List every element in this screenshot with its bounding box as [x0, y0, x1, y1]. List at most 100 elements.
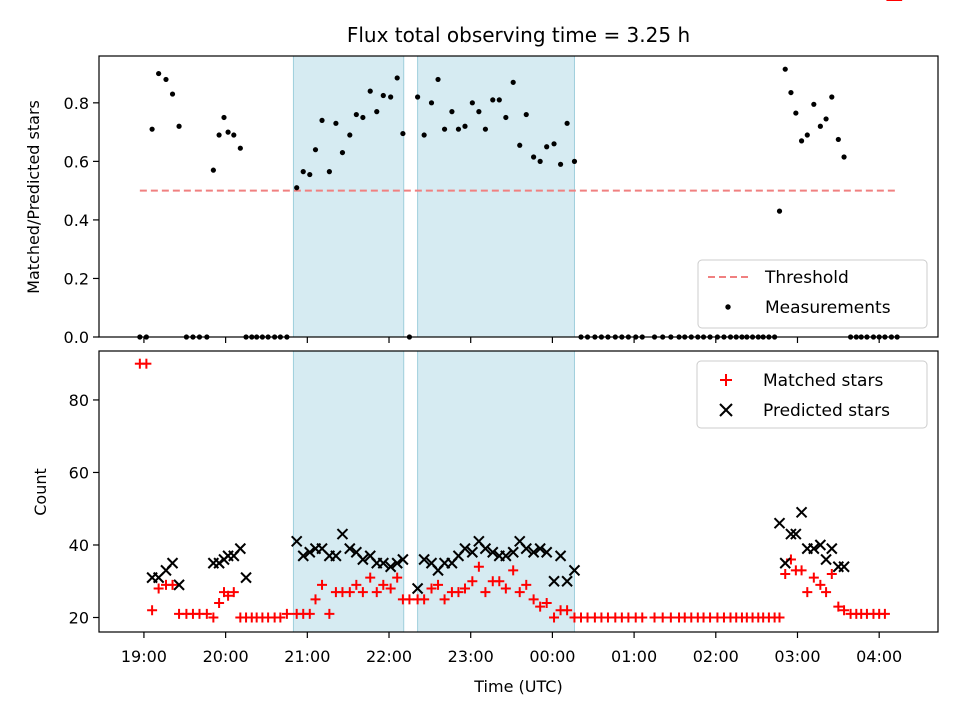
measurement-point — [221, 114, 227, 121]
top-axes-frame — [98, 55, 939, 338]
matched-stars-point — [774, 612, 785, 623]
measurement-point — [367, 88, 373, 94]
matched-stars-point — [223, 590, 234, 601]
predicted-stars-point — [520, 542, 532, 555]
predicted-stars-point — [838, 561, 850, 573]
x-tick-label: 00:00 — [529, 647, 575, 666]
measurement-point — [469, 100, 475, 106]
predicted-stars-point — [240, 571, 252, 584]
predicted-stars-point — [357, 553, 369, 566]
predicted-stars-point — [290, 535, 303, 548]
bottom-legend-box — [696, 360, 928, 429]
measurement-point — [482, 126, 489, 132]
top-y-tick-label: 0.2 — [64, 269, 89, 288]
matched-stars-point — [153, 583, 164, 594]
predicted-stars-point — [377, 557, 390, 569]
x-tick-label: 04:00 — [856, 647, 902, 666]
predicted-stars-point — [540, 546, 553, 558]
matched-stars-point — [833, 601, 844, 612]
measurement-point — [490, 97, 496, 103]
predicted-stars-point — [330, 550, 342, 562]
top-y-ticks: 0.0 0.2 0.4 0.6 0.8 — [64, 94, 99, 347]
measurement-point — [776, 208, 783, 214]
predicted-stars-point — [173, 579, 185, 591]
top-legend: Threshold Measurements — [697, 259, 928, 329]
matched-stars-point — [549, 612, 560, 623]
matched-stars-point — [426, 583, 437, 594]
matched-stars-point — [167, 579, 178, 590]
measurement-point — [307, 171, 313, 178]
matched-stars-point — [839, 605, 850, 616]
predicted-stars-point — [459, 542, 471, 555]
matched-stars-point — [378, 579, 389, 590]
measurement-point — [353, 111, 359, 118]
matched-stars-point — [500, 583, 511, 594]
measurement-point — [564, 120, 570, 126]
measurement-point — [388, 94, 394, 100]
measurement-point — [294, 185, 300, 191]
legend-predicted-swatch — [719, 403, 733, 417]
measurement-point — [374, 109, 380, 115]
predicted-stars-point — [234, 542, 247, 555]
measurement-point — [231, 132, 237, 138]
predicted-stars-point — [336, 528, 349, 540]
measurement-point — [163, 76, 169, 83]
predicted-stars-point — [411, 582, 424, 595]
measurement-point — [462, 123, 468, 129]
matched-stars-point — [562, 605, 573, 616]
matched-stars-point — [459, 583, 470, 594]
top-shaded-interval-0 — [292, 55, 405, 338]
predicted-stars-point — [808, 542, 820, 555]
matched-stars-point — [815, 579, 826, 590]
predicted-stars-point — [534, 542, 546, 555]
bottom-shaded-intervals — [292, 350, 575, 633]
measurement-point — [149, 126, 155, 132]
measurement-point — [510, 79, 516, 85]
matched-stars-point — [208, 612, 219, 623]
measurement-point — [400, 130, 406, 137]
matched-stars-point — [281, 608, 292, 619]
bottom-axes-frame — [98, 350, 939, 633]
bottom-legend: Matched stars Predicted stars — [696, 360, 928, 429]
predicted-stars-point — [568, 564, 581, 577]
measurement-point — [421, 132, 427, 138]
measurement-point — [571, 158, 578, 164]
matched-stars-point — [802, 587, 813, 598]
matched-stars-point — [147, 605, 158, 616]
x-tick-label: 02:00 — [693, 647, 739, 666]
predicted-stars-point — [820, 553, 832, 566]
measurement-point — [339, 149, 346, 156]
measurement-point — [449, 109, 455, 115]
matched-stars-point — [637, 612, 648, 623]
bottom-y-tick-label: 60 — [69, 463, 89, 482]
top-panel: 0.00.20.40.60.8 Matched/Predicted stars … — [24, 55, 939, 347]
bottom-y-ticks: 20 40 60 80 — [69, 391, 99, 627]
measurement-point — [380, 92, 386, 99]
matched-stars-point — [419, 594, 430, 605]
predicted-stars-point — [344, 542, 356, 555]
measurement-point — [496, 97, 502, 103]
measurement-point — [156, 70, 162, 77]
bottom-y-axis-label: Count — [31, 468, 50, 516]
measurement-point — [225, 129, 231, 135]
x-tick-label: 20:00 — [203, 647, 249, 666]
predicted-stars-point — [790, 528, 802, 540]
matched-stars-point — [214, 597, 225, 608]
x-tick-label: 01:00 — [611, 647, 657, 666]
measurement-point — [435, 76, 441, 83]
predicted-stars-point — [304, 546, 316, 558]
measurement-point — [169, 91, 176, 97]
measurement-point — [517, 142, 523, 148]
measurement-point — [333, 120, 339, 126]
legend-predicted-label: Predicted stars — [763, 401, 890, 421]
matched-stars-point — [521, 579, 532, 590]
predicted-stars-point — [500, 550, 512, 562]
measurement-point — [544, 144, 550, 150]
matched-stars-point — [310, 594, 321, 605]
matched-stars-point — [494, 576, 505, 587]
predicted-stars-point — [561, 575, 573, 587]
x-tick-label: 03:00 — [774, 647, 820, 666]
predicted-stars-point — [297, 550, 309, 562]
measurement-point — [829, 94, 835, 100]
